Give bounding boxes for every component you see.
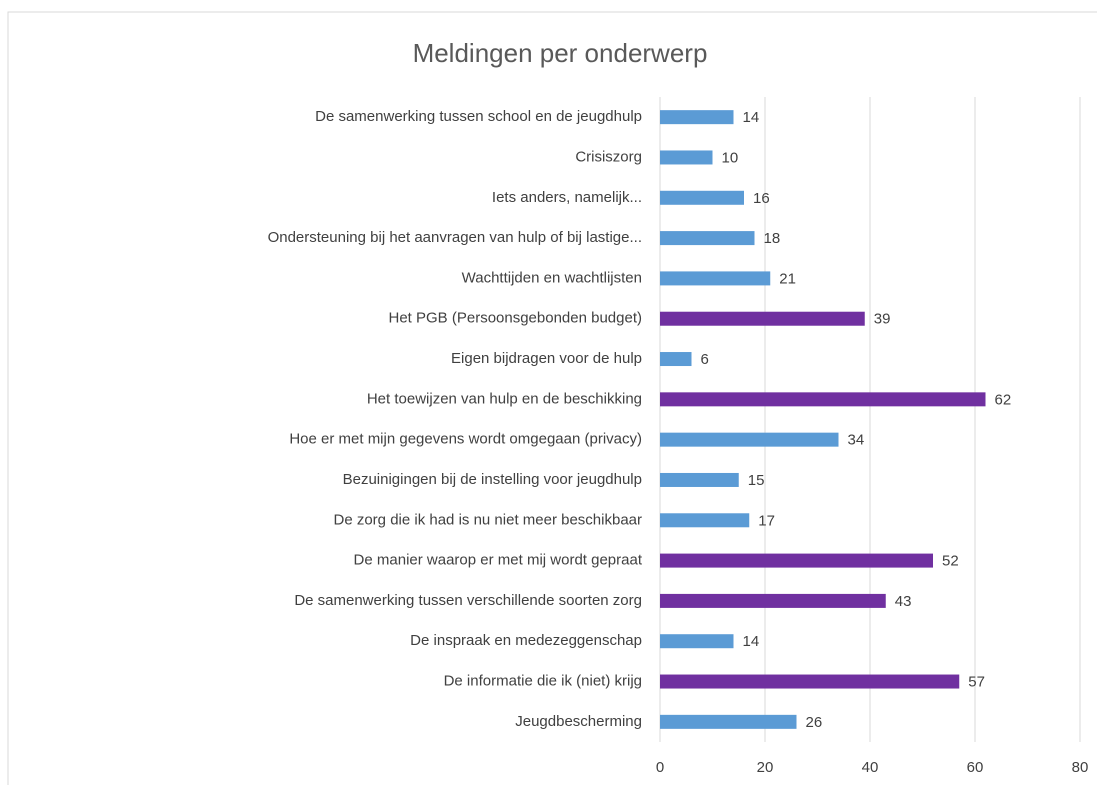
y-tick-label: De manier waarop er met mij wordt gepraa… [354,552,643,569]
data-label: 10 [722,149,739,166]
x-tick-label: 60 [967,759,984,776]
bar [660,472,739,487]
bar [660,432,839,447]
bar [660,150,713,165]
bar [660,674,960,689]
y-tick-label: Het PGB (Persoonsgebonden budget) [389,310,643,327]
bar [660,311,865,326]
y-tick-label: Wachttijden en wachtlijsten [462,269,642,286]
y-tick-label: De inspraak en medezeggenschap [410,632,642,649]
data-label: 18 [764,230,781,247]
y-tick-label: De informatie die ik (niet) krijg [444,673,642,690]
bar [660,593,886,608]
data-label: 34 [848,432,865,449]
y-tick-label: Ondersteuning bij het aanvragen van hulp… [268,229,642,246]
y-tick-label: De zorg die ik had is nu niet meer besch… [334,511,643,528]
data-label: 43 [895,593,912,610]
bar [660,513,750,528]
data-label: 26 [806,714,823,731]
bar [660,392,986,407]
y-tick-label: Jeugdbescherming [515,713,642,730]
data-label: 14 [743,109,760,126]
y-tick-label: Eigen bijdragen voor de hulp [451,350,642,367]
y-tick-label: Bezuinigingen bij de instelling voor jeu… [343,471,642,488]
y-tick-label: De samenwerking tussen school en de jeug… [315,108,642,125]
bar [660,190,744,205]
y-tick-label: Het toewijzen van hulp en de beschikking [367,390,642,407]
y-tick-label: Crisiszorg [575,148,642,165]
data-label: 39 [874,311,891,328]
x-tick-label: 20 [757,759,774,776]
data-label: 17 [758,512,775,529]
chart-border [7,11,1097,785]
y-tick-label: Iets anders, namelijk... [492,189,642,206]
data-label: 16 [753,190,770,207]
bar [660,714,797,729]
data-label: 15 [748,472,765,489]
x-tick-label: 40 [862,759,879,776]
bar [660,110,734,125]
bar [660,271,771,286]
data-label: 6 [701,351,709,368]
x-tick-label: 80 [1072,759,1089,776]
bar [660,352,692,367]
data-label: 62 [995,391,1012,408]
data-label: 21 [779,270,796,287]
y-tick-label: De samenwerking tussen verschillende soo… [294,592,642,609]
data-label: 14 [743,633,760,650]
data-label: 57 [968,674,985,691]
data-label: 52 [942,553,959,570]
bar [660,231,755,246]
chart-title: Meldingen per onderwerp [413,38,708,68]
y-tick-label: Hoe er met mijn gegevens wordt omgegaan … [289,431,642,448]
bar [660,634,734,649]
x-tick-label: 0 [656,759,664,776]
bar [660,553,933,568]
